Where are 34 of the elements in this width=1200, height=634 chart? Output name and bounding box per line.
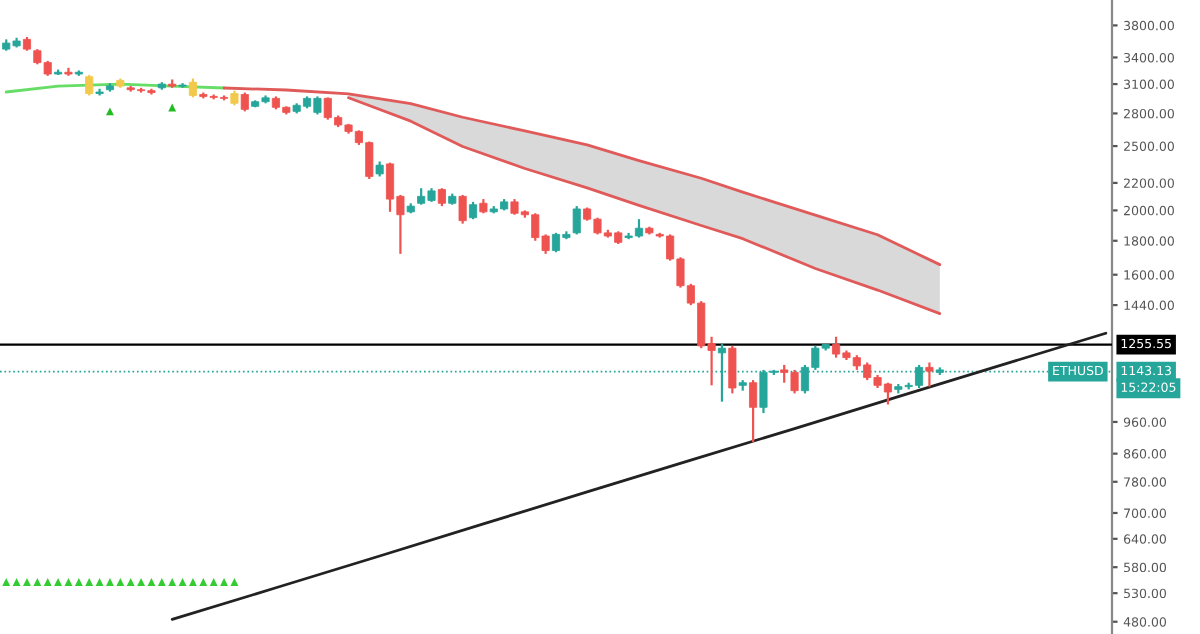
- point: [157, 578, 166, 586]
- candlestick: [925, 361, 934, 388]
- point: [168, 103, 177, 112]
- candlestick: [749, 378, 758, 444]
- point: [189, 578, 197, 586]
- point: [168, 578, 177, 586]
- point: [116, 578, 125, 586]
- point: [209, 578, 218, 586]
- point: [230, 578, 239, 586]
- point: [126, 578, 135, 586]
- point: [137, 578, 145, 586]
- point: [2, 578, 11, 586]
- candlestick: [458, 193, 467, 225]
- candlestick: [188, 77, 197, 99]
- point: [74, 578, 83, 586]
- point: [64, 578, 73, 586]
- point: [220, 578, 228, 586]
- point: [106, 578, 114, 586]
- point: [12, 578, 21, 586]
- point: [85, 578, 94, 586]
- point: [147, 578, 156, 586]
- point: [95, 578, 104, 586]
- point: [106, 107, 114, 116]
- point: [33, 578, 42, 586]
- candlestick: [85, 73, 94, 97]
- point: [23, 578, 31, 586]
- candlestick: [240, 91, 249, 113]
- point: [54, 578, 63, 586]
- line-series: [170, 331, 1108, 621]
- point: [43, 578, 52, 586]
- candlestick: [728, 344, 737, 395]
- point: [199, 578, 208, 586]
- candlestick: [572, 204, 581, 236]
- point: [178, 578, 187, 586]
